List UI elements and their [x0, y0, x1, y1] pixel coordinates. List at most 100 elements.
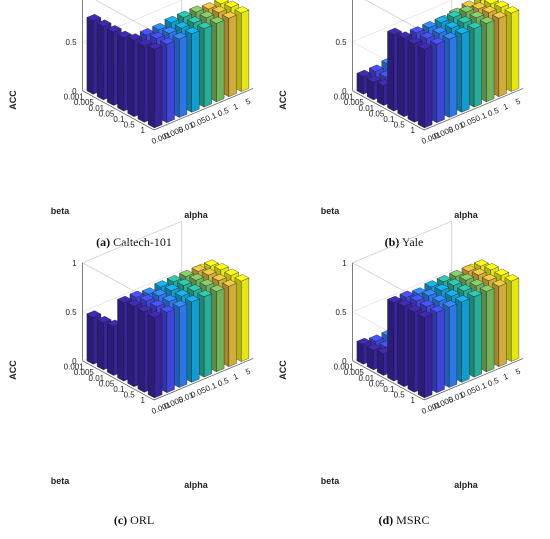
bar-front-face	[241, 277, 250, 362]
bar-top-face	[492, 279, 507, 287]
y-tick-label: 0.5	[394, 391, 406, 400]
bar-top-face	[209, 16, 225, 24]
x-tick-label: 0.5	[216, 376, 230, 389]
bar-top-face	[419, 31, 435, 39]
bar-top-face	[176, 10, 192, 18]
bar-side-face	[397, 34, 405, 117]
bar-front-face	[473, 25, 482, 108]
bar-top-face	[137, 305, 153, 313]
bar-top-face	[467, 289, 483, 297]
bar-top-face	[422, 21, 437, 29]
bars	[356, 0, 520, 129]
bar-top-face	[152, 289, 167, 297]
bar-top-face	[117, 295, 132, 303]
x-tick-label: 5	[244, 96, 252, 106]
bar-top-face	[199, 279, 215, 287]
bar	[209, 284, 225, 373]
bar-top-face	[442, 300, 458, 308]
bar	[479, 16, 495, 103]
bars	[86, 259, 250, 399]
bar-side-face	[387, 299, 394, 382]
bar-side-face	[117, 33, 124, 112]
bar-top-face	[449, 269, 464, 277]
bar-top-face	[434, 283, 450, 291]
bar-top-face	[164, 283, 180, 291]
bar-side-face	[96, 22, 104, 101]
bar-top-face	[187, 284, 202, 292]
y-tick-label: 1	[410, 126, 415, 135]
bar	[197, 21, 213, 108]
caption: (b) Yale	[385, 235, 424, 249]
bar-top-face	[96, 19, 112, 27]
bar-top-face	[209, 284, 225, 292]
x-tick-label: 0.5	[216, 106, 230, 119]
y-axis-label: beta	[51, 206, 71, 216]
bar-front-face	[216, 20, 225, 103]
bar-top-face	[457, 16, 472, 24]
z-tick-label: 0.5	[65, 38, 77, 47]
bar-front-face	[179, 35, 188, 118]
y-tick-label: 0.5	[394, 121, 406, 130]
bar-top-face	[211, 5, 227, 13]
bar-front-face	[191, 30, 200, 113]
gridline	[365, 0, 425, 33]
bar-top-face	[387, 27, 402, 35]
bar-top-face	[407, 305, 423, 313]
bar-top-face	[356, 69, 372, 77]
bar-top-face	[422, 289, 437, 297]
bar-top-face	[419, 299, 435, 307]
bar-top-face	[432, 294, 448, 302]
caption: (c) ORL	[114, 513, 154, 527]
bar-top-face	[164, 15, 180, 23]
bar-top-face	[191, 264, 207, 272]
x-axis-label: alpha	[184, 480, 209, 490]
bar-top-face	[203, 259, 219, 267]
bar-front-face	[424, 314, 433, 399]
bar-side-face	[137, 308, 145, 393]
bar-top-face	[117, 30, 132, 38]
bar-front-face	[436, 40, 445, 123]
x-tick-label: 5	[514, 96, 522, 106]
bar	[160, 37, 175, 123]
y-tick-label: 0.001	[334, 363, 355, 372]
bar-top-face	[471, 2, 487, 10]
bar	[479, 284, 495, 373]
bar-top-face	[172, 32, 188, 40]
bar-top-face	[179, 269, 194, 277]
bar-front-face	[498, 282, 507, 367]
bar-top-face	[160, 37, 175, 45]
bar-side-face	[86, 17, 94, 95]
x-tick-label: 1	[502, 372, 510, 382]
x-axis-label: alpha	[454, 480, 479, 490]
bar-top-face	[154, 280, 170, 288]
bar-top-face	[484, 263, 499, 271]
bar	[197, 289, 213, 378]
panel-msrc: ACC beta alpha (d) MSRC 00.510.0010.0050…	[278, 220, 524, 527]
y-axis-label: beta	[321, 476, 341, 486]
y-tick-label: 0.1	[383, 385, 395, 394]
bar-top-face	[160, 305, 175, 313]
bar-front-face	[486, 288, 495, 373]
bar-side-face	[86, 313, 94, 365]
y-tick-label: 1	[410, 396, 415, 405]
bar-top-face	[434, 15, 450, 23]
bar-top-face	[436, 275, 452, 283]
bar-top-face	[432, 26, 448, 34]
bar-side-face	[397, 302, 405, 387]
bar-front-face	[154, 314, 163, 399]
bar-top-face	[430, 305, 445, 313]
bar	[417, 310, 433, 399]
bar-side-face	[137, 42, 145, 123]
bar-top-face	[387, 295, 402, 303]
bar-top-face	[184, 27, 200, 35]
bar-top-face	[469, 11, 485, 19]
bar-top-face	[129, 290, 145, 298]
bar-top-face	[397, 31, 413, 39]
bar-top-face	[86, 310, 102, 318]
y-axis-label: beta	[321, 206, 341, 216]
z-axis-label: ACC	[278, 90, 288, 110]
bar-top-face	[399, 290, 415, 298]
bar-top-face	[442, 32, 458, 40]
bar-top-face	[147, 42, 163, 50]
